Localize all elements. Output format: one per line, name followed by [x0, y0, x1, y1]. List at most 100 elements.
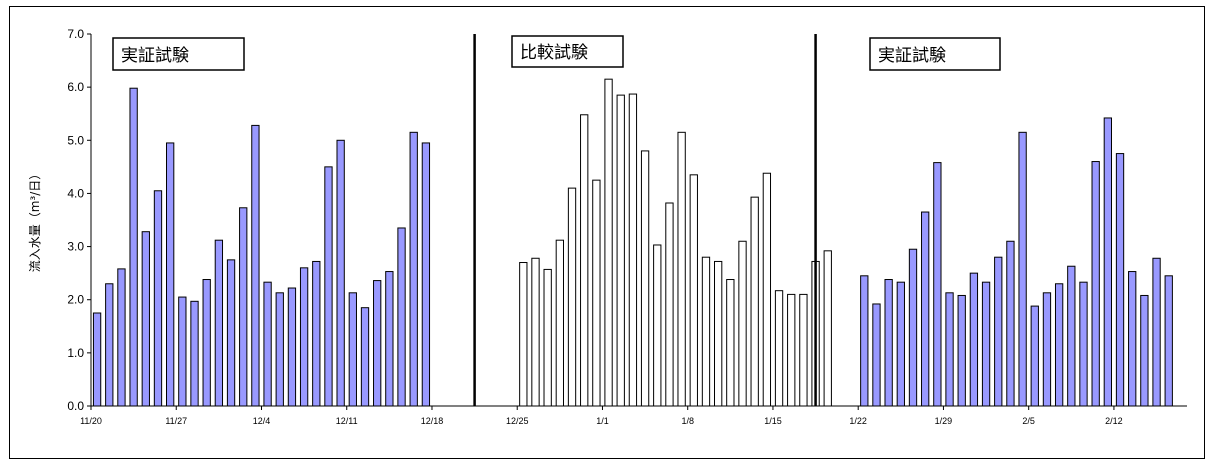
section-label: 実証試験: [878, 46, 946, 66]
x-tick-label: 11/27: [165, 416, 187, 426]
bar-s0-9: [202, 279, 211, 407]
bar-s1-10: [640, 150, 650, 407]
y-tick-label: 0.0: [67, 399, 84, 413]
bar-s1-3: [555, 239, 564, 407]
bar-s1-12: [665, 202, 674, 407]
bar-s2-6: [933, 162, 942, 407]
bar-s1-25: [823, 250, 832, 407]
x-tick-label: 1/8: [681, 416, 694, 426]
x-tick-label: 1/22: [849, 416, 867, 426]
x-tick-label: 2/5: [1022, 416, 1035, 426]
section-label: 比較試験: [520, 43, 588, 63]
bar-s2-20: [1103, 117, 1112, 407]
bar-s0-1: [105, 283, 114, 407]
bar-s2-16: [1054, 283, 1064, 407]
y-tick-label: 6.0: [67, 80, 84, 94]
bar-s0-0: [92, 312, 102, 407]
bar-s2-23: [1140, 294, 1149, 407]
y-tick-label: 4.0: [67, 186, 84, 200]
x-tick-label: 12/4: [253, 416, 271, 426]
y-tick-label: 3.0: [67, 240, 84, 254]
x-tick-label: 1/29: [935, 416, 953, 426]
bar-s2-21: [1115, 153, 1125, 407]
bar-s0-10: [214, 239, 224, 407]
bar-s1-21: [774, 290, 784, 407]
bar-s2-12: [1006, 240, 1015, 407]
bar-s0-2: [117, 268, 126, 407]
bar-s0-5: [153, 190, 163, 407]
section-label-box: [511, 35, 624, 68]
bar-s1-5: [580, 114, 589, 407]
bar-s1-2: [543, 268, 552, 407]
x-tick-label: 12/18: [421, 416, 444, 426]
y-tick-label: 1.0: [67, 346, 84, 360]
bar-s1-14: [689, 174, 698, 407]
bar-s2-10: [981, 281, 991, 407]
bar-s1-19: [750, 196, 759, 407]
bar-s1-8: [616, 94, 625, 407]
x-tick-label: 1/1: [596, 416, 609, 426]
bar-s0-11: [226, 259, 236, 407]
bar-s0-15: [275, 292, 284, 407]
bar-s0-21: [348, 292, 357, 407]
bar-s2-18: [1079, 281, 1088, 407]
bar-s0-16: [287, 287, 297, 407]
bar-s0-25: [397, 227, 406, 407]
bar-s0-26: [409, 131, 418, 407]
y-tick-label: 2.0: [67, 293, 84, 307]
bar-s0-12: [239, 207, 248, 407]
bar-s0-3: [129, 87, 138, 407]
y-tick-label: 7.0: [67, 27, 84, 41]
bar-s0-18: [312, 260, 321, 407]
bar-s0-17: [299, 267, 309, 407]
bar-s0-19: [324, 166, 333, 407]
bar-s2-9: [969, 272, 979, 407]
bar-s1-1: [531, 257, 540, 407]
bar-s0-7: [178, 296, 187, 407]
bar-s0-20: [336, 139, 345, 407]
bar-s1-13: [677, 131, 686, 407]
bar-s0-23: [373, 280, 382, 407]
section-label-box: [112, 37, 245, 71]
bar-s1-18: [738, 240, 747, 407]
bar-s2-5: [921, 211, 930, 407]
bar-s1-9: [628, 93, 638, 407]
bar-s0-13: [251, 124, 260, 407]
bar-s1-16: [714, 260, 723, 407]
y-tick-label: 5.0: [67, 133, 84, 147]
x-tick-label: 2/12: [1105, 416, 1123, 426]
bar-s2-8: [957, 294, 966, 407]
x-tick-label: 1/15: [764, 416, 782, 426]
bar-s2-25: [1164, 275, 1173, 407]
y-axis-label: 流入水量（m³/日）: [28, 168, 42, 273]
bar-s1-20: [762, 172, 772, 407]
bar-s2-24: [1152, 257, 1161, 407]
bar-s2-2: [884, 279, 893, 407]
bar-s2-7: [945, 292, 954, 407]
bar-s1-4: [567, 187, 577, 407]
bar-s1-11: [653, 244, 662, 407]
bar-s2-22: [1128, 271, 1137, 407]
bar-s0-8: [190, 300, 199, 407]
bar-s0-14: [263, 281, 272, 407]
bar-s2-4: [908, 248, 918, 407]
bar-s2-11: [994, 256, 1003, 407]
bar-s2-15: [1042, 292, 1052, 407]
x-tick-label: 11/20: [80, 416, 102, 426]
bar-s2-1: [872, 303, 881, 407]
bar-s1-22: [787, 293, 796, 407]
bar-s1-23: [799, 293, 808, 407]
x-tick-label: 12/25: [506, 416, 529, 426]
bar-s1-6: [592, 179, 601, 407]
bar-s0-4: [141, 231, 150, 407]
bar-s2-19: [1091, 161, 1100, 407]
section-label: 実証試験: [121, 46, 189, 66]
bar-s2-14: [1030, 305, 1039, 407]
bar-s0-27: [421, 142, 431, 407]
bar-s1-7: [604, 78, 613, 407]
bar-s2-17: [1067, 265, 1076, 407]
chart-frame: 0.0 1.0 2.0 3.0 4.0 5.0 6.0 7.0 流入水量（m³/日） 11/20 1…: [9, 6, 1205, 459]
bar-chart: 0.0 1.0 2.0 3.0 4.0 5.0 6.0 7.0 流入水量（m³/日） 11/20 1…: [28, 27, 1187, 426]
bar-s1-0: [519, 262, 528, 407]
bar-s2-0: [860, 275, 869, 407]
